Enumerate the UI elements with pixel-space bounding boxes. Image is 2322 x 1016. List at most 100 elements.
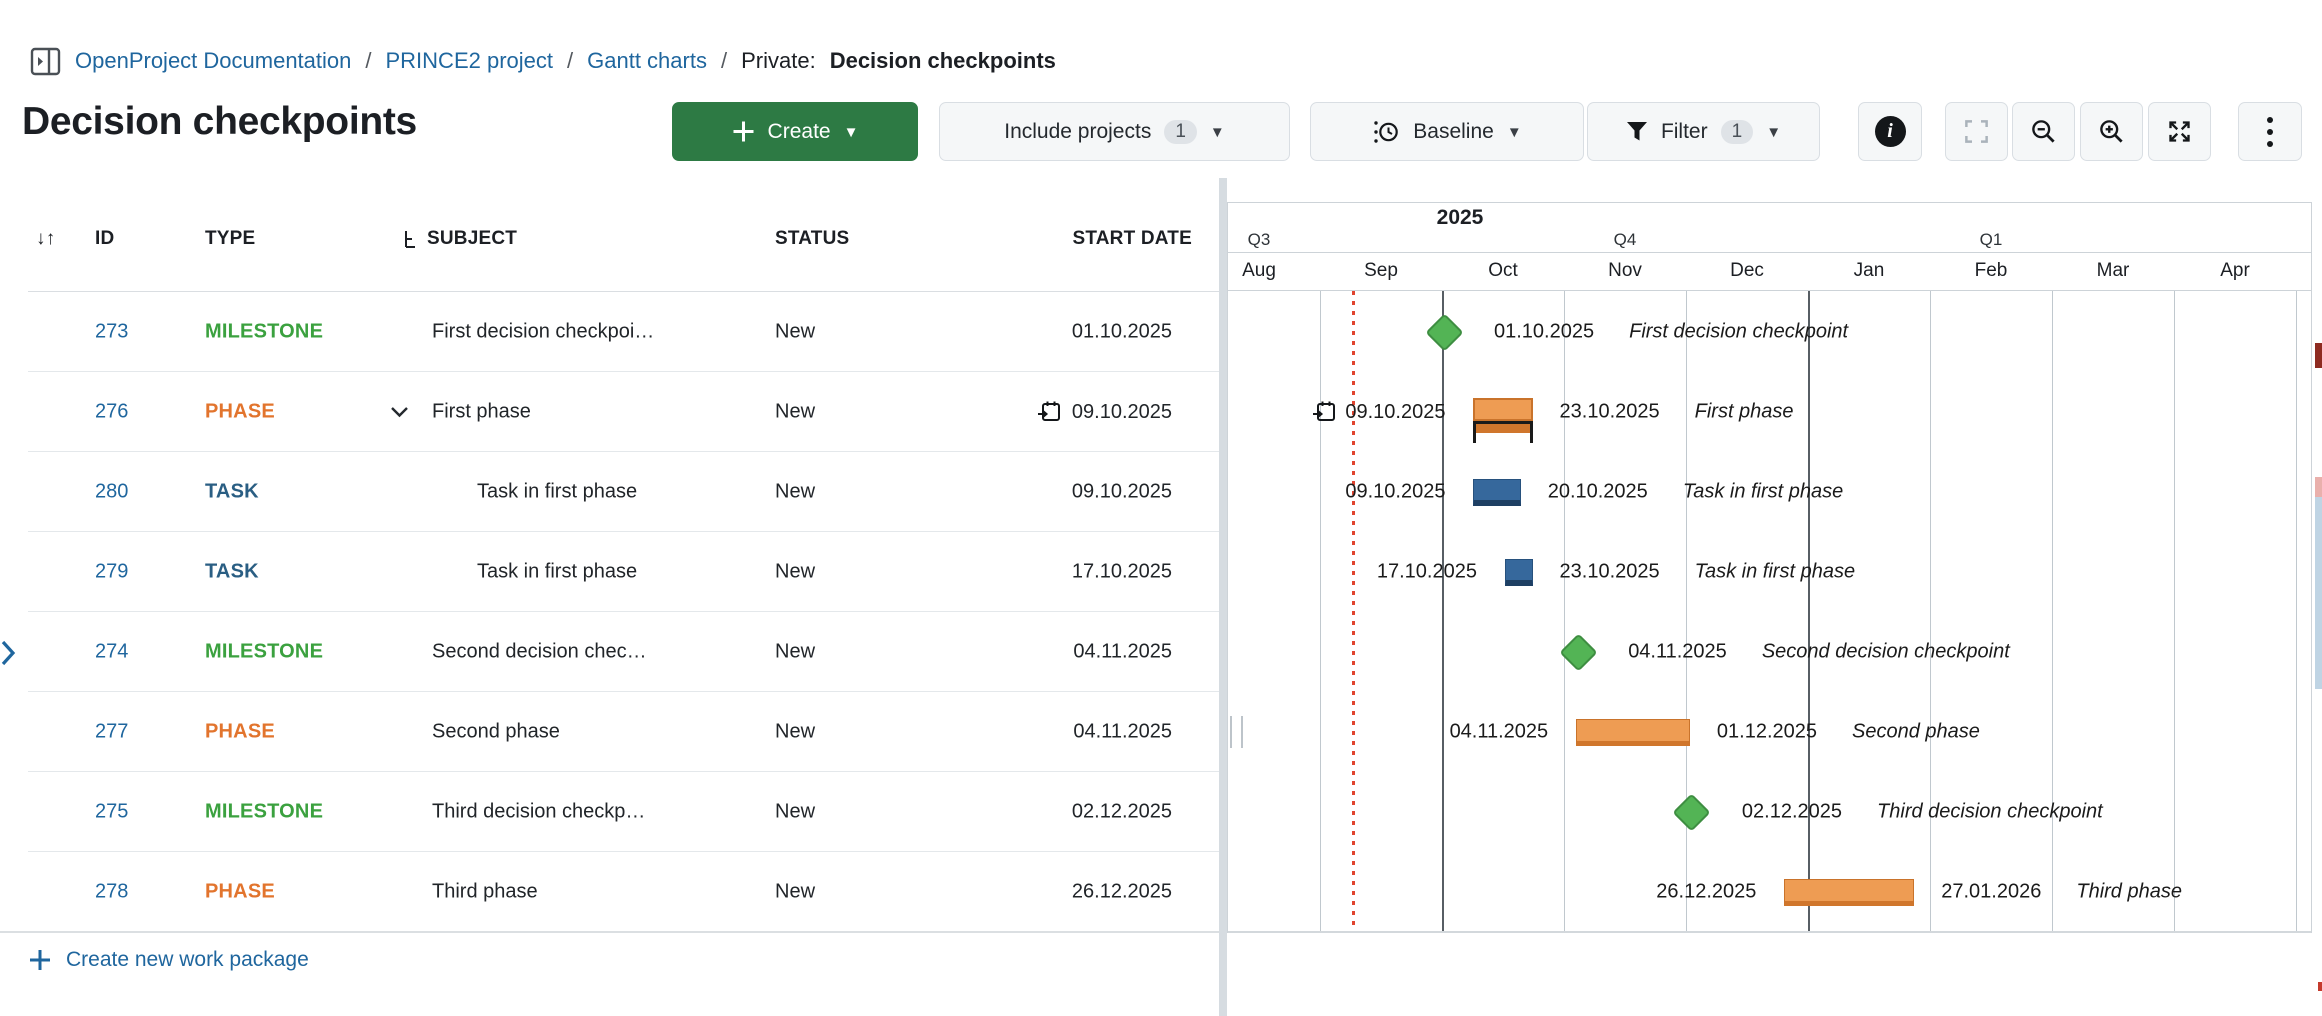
gantt-row-label: 02.12.2025 Third decision checkpoint: [1742, 801, 2103, 824]
splitter-drag-handle[interactable]: [1230, 716, 1243, 748]
collapse-chevron-icon[interactable]: [390, 406, 409, 418]
edge-artifact: [2315, 477, 2322, 497]
column-header-subject[interactable]: SUBJECT: [403, 228, 517, 250]
info-icon: i: [1874, 116, 1906, 147]
column-header-start-date[interactable]: START DATE: [1072, 228, 1192, 249]
create-button[interactable]: Create ▼: [672, 102, 918, 161]
info-button[interactable]: i: [1858, 102, 1922, 161]
breadcrumb-link-project[interactable]: PRINCE2 project: [385, 48, 554, 73]
task-bar[interactable]: [1473, 479, 1521, 506]
work-package-start-date[interactable]: 02.12.2025: [1071, 800, 1172, 823]
task-bar[interactable]: [1504, 559, 1533, 586]
gantt-month-label: Apr: [2220, 260, 2250, 281]
gantt-row-end-label: 20.10.2025 Task in first phase: [1548, 481, 1844, 504]
work-package-start-date[interactable]: 04.11.2025: [1073, 640, 1172, 663]
baseline-button[interactable]: Baseline ▼: [1310, 102, 1584, 161]
work-package-start-date[interactable]: 01.10.2025: [1071, 320, 1172, 343]
table-row[interactable]: 280 TASK Task in first phase New 09.10.2025: [0, 452, 1219, 532]
bar-name: Third phase: [2076, 880, 2182, 903]
phase-bar[interactable]: [1784, 879, 1915, 906]
zoom-in-button[interactable]: [2080, 102, 2143, 161]
work-package-id-link[interactable]: 280: [95, 480, 129, 503]
work-package-subject[interactable]: Third phase: [432, 880, 538, 903]
work-package-status[interactable]: New: [775, 560, 816, 583]
work-package-type: PHASE: [205, 720, 275, 743]
work-package-subject[interactable]: Third decision checkp…: [432, 800, 646, 823]
bar-start-date: 17.10.2025: [1376, 560, 1477, 583]
gantt-row-start-label: 09.10.2025: [1233, 400, 1445, 424]
include-projects-button[interactable]: Include projects 1 ▼: [939, 102, 1290, 161]
table-row[interactable]: 278 PHASE Third phase New 26.12.2025: [0, 852, 1219, 932]
gantt-month-divider: [1227, 290, 2312, 291]
sort-icon[interactable]: ↓↑: [36, 228, 56, 249]
column-header-type[interactable]: TYPE: [205, 228, 256, 249]
work-package-type: PHASE: [205, 880, 275, 903]
work-package-status[interactable]: New: [775, 720, 816, 743]
work-package-status[interactable]: New: [775, 640, 816, 663]
work-package-start-date[interactable]: 04.11.2025: [1073, 720, 1172, 743]
work-package-subject[interactable]: First phase: [432, 400, 531, 423]
work-package-status[interactable]: New: [775, 800, 816, 823]
gantt-row-start-label: 04.11.2025: [1336, 721, 1549, 744]
baseline-bracket: [1473, 421, 1533, 443]
expand-button[interactable]: [2148, 102, 2211, 161]
work-package-id-link[interactable]: 277: [95, 720, 129, 743]
sidebar-expand-chevron[interactable]: [0, 638, 17, 673]
work-package-subject[interactable]: First decision checkpoi…: [432, 320, 655, 343]
zoom-to-fit-button[interactable]: [1945, 102, 2008, 161]
table-row[interactable]: 276 PHASE First phase New 09.10.2025: [0, 372, 1219, 452]
breadcrumb-link-gantt-charts[interactable]: Gantt charts: [587, 48, 707, 73]
zoom-out-button[interactable]: [2012, 102, 2075, 161]
table-row[interactable]: 277 PHASE Second phase New 04.11.2025: [0, 692, 1219, 772]
month-gridline: [1320, 291, 1321, 931]
table-row[interactable]: 273 MILESTONE First decision checkpoi… New 0…: [0, 292, 1219, 372]
month-gridline: [1564, 291, 1565, 931]
work-package-start-date[interactable]: 09.10.2025: [1037, 400, 1172, 424]
bar-start-date: 09.10.2025: [1345, 480, 1446, 503]
work-package-id-link[interactable]: 275: [95, 800, 129, 823]
work-package-status[interactable]: New: [775, 880, 816, 903]
milestone-name: First decision checkpoint: [1629, 320, 1849, 343]
work-package-status[interactable]: New: [775, 320, 816, 343]
sidebar-toggle-icon[interactable]: [30, 47, 61, 76]
milestone-diamond[interactable]: [1672, 792, 1712, 832]
gantt-month-label: Oct: [1488, 260, 1518, 281]
work-package-start-date[interactable]: 17.10.2025: [1071, 560, 1172, 583]
breadcrumb-link-documentation[interactable]: OpenProject Documentation: [75, 48, 352, 73]
work-package-id-link[interactable]: 276: [95, 400, 129, 423]
breadcrumb-separator: /: [720, 48, 728, 73]
work-package-subject[interactable]: Second decision chec…: [432, 640, 647, 663]
create-work-package-link[interactable]: Create new work package: [28, 948, 309, 972]
phase-bar[interactable]: [1473, 398, 1533, 421]
work-package-status[interactable]: New: [775, 480, 816, 503]
table-bottom-divider: [0, 931, 1219, 933]
table-row[interactable]: 274 MILESTONE Second decision chec… New 04.1…: [0, 612, 1219, 692]
gantt-row-end-label: 01.12.2025 Second phase: [1717, 721, 1980, 744]
gantt-header-top-border: [1227, 202, 2312, 203]
column-header-status[interactable]: STATUS: [775, 228, 850, 249]
column-header-id[interactable]: ID: [95, 228, 115, 249]
work-package-type: MILESTONE: [205, 800, 324, 823]
work-package-id-link[interactable]: 278: [95, 880, 129, 903]
more-menu-button[interactable]: [2238, 102, 2302, 161]
pane-splitter[interactable]: [1219, 178, 1227, 1016]
work-package-type: TASK: [205, 480, 259, 503]
work-package-id-link[interactable]: 273: [95, 320, 129, 343]
work-package-start-date[interactable]: 26.12.2025: [1071, 880, 1172, 903]
table-row[interactable]: 275 MILESTONE Third decision checkp… New 02.…: [0, 772, 1219, 852]
work-package-id-link[interactable]: 274: [95, 640, 129, 663]
chevron-down-icon: ▼: [1209, 124, 1225, 141]
work-package-subject[interactable]: Task in first phase: [477, 560, 638, 583]
work-package-subject[interactable]: Task in first phase: [477, 480, 638, 503]
zoom-out-icon: [2030, 118, 2057, 145]
baseline-clock-icon: [1372, 119, 1400, 145]
filter-button[interactable]: Filter 1 ▼: [1587, 102, 1820, 161]
phase-bar[interactable]: [1576, 719, 1690, 746]
work-package-start-date[interactable]: 09.10.2025: [1071, 480, 1172, 503]
table-row[interactable]: 279 TASK Task in first phase New 17.10.2025: [0, 532, 1219, 612]
work-package-id-link[interactable]: 279: [95, 560, 129, 583]
work-package-status[interactable]: New: [775, 400, 816, 423]
milestone-diamond[interactable]: [1424, 312, 1464, 352]
work-package-type: TASK: [205, 560, 259, 583]
work-package-subject[interactable]: Second phase: [432, 720, 560, 743]
